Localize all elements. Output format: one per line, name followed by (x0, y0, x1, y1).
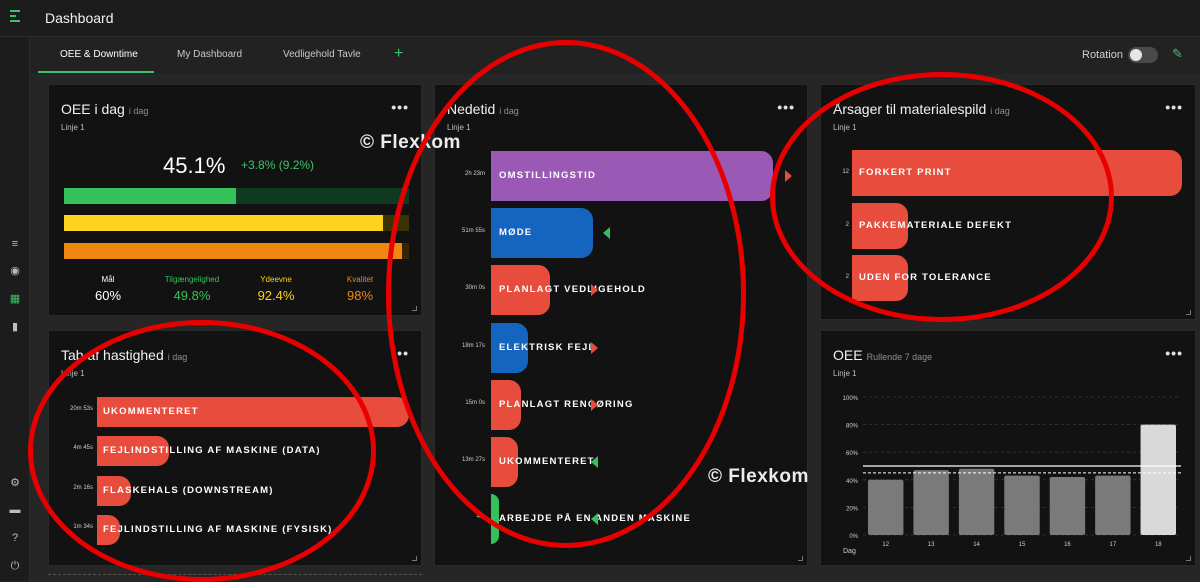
watermark-text: © Flexkom (708, 466, 809, 487)
toggle-knob (1130, 49, 1142, 61)
tab-oee-downtime[interactable]: OEE & Downtime (60, 49, 138, 60)
kpi-item: Ydeevne 92.4% (241, 275, 311, 303)
oee-column-bar (958, 468, 995, 535)
kpi-value: 49.8% (173, 288, 211, 303)
more-menu-button[interactable]: ••• (1165, 99, 1183, 115)
x-tick-label: 16 (1064, 542, 1071, 548)
tab-vedligehold-tavle[interactable]: Vedligehold Tavle (283, 49, 361, 60)
kpi-label: Tilgængelighed (164, 275, 220, 284)
card-title-text: OEE i dag (61, 101, 125, 117)
more-menu-button[interactable]: ••• (1165, 345, 1183, 361)
y-tick-label: 60% (846, 451, 859, 457)
y-tick-label: 80% (846, 424, 859, 430)
y-tick-label: 20% (846, 506, 859, 512)
x-axis-label: Dag (843, 548, 856, 555)
gear-icon[interactable]: ⚙ (10, 477, 20, 489)
bar-chart-icon[interactable]: ▮ (11, 321, 19, 333)
x-tick-label: 17 (1110, 542, 1117, 548)
active-tab-indicator (38, 71, 154, 73)
oee-column-bar (1140, 424, 1177, 535)
oee-delta: +3.8% (9.2%) (241, 158, 315, 172)
annotation-circle-waste (770, 72, 1114, 322)
menu-logo-icon[interactable] (10, 10, 24, 26)
reports-icon[interactable]: ≡ (11, 238, 19, 250)
oee-value: 45.1% (163, 153, 226, 178)
y-tick-label: 0% (849, 534, 858, 540)
x-tick-label: 18 (1155, 542, 1162, 548)
card-title: OEE Rullende 7 dage (833, 347, 932, 363)
more-menu-button[interactable]: ••• (777, 99, 795, 115)
kpi-label: Kvalitet (346, 275, 374, 284)
kpi-label: Mål (101, 275, 115, 284)
card-title: OEE i dag i dag (61, 101, 148, 117)
x-tick-label: 15 (1019, 542, 1026, 548)
add-tab-button[interactable]: + (394, 45, 404, 62)
help-icon[interactable]: ? (11, 532, 19, 544)
oee-bar-fill-tilgængelighed (64, 188, 236, 204)
chat-icon[interactable]: ▬ (9, 504, 21, 516)
oee-column-bar (1004, 475, 1040, 535)
oee-week-card: OEE Rullende 7 dage Linje 1 ••• 0% 20% 40% 6… (820, 330, 1196, 566)
card-period: Rullende 7 dage (866, 352, 933, 362)
card-period: i dag (128, 106, 149, 116)
y-tick-label: 40% (846, 479, 859, 485)
app-title: Dashboard (45, 10, 114, 26)
oee-bar-fill-ydeevne (64, 215, 383, 231)
tab-my-dashboard[interactable]: My Dashboard (177, 49, 243, 60)
card-subtitle: Linje 1 (833, 369, 857, 378)
card-title-text: OEE (833, 347, 863, 363)
kpi-item: Mål 60% (73, 275, 143, 303)
rotation-toggle[interactable] (1128, 47, 1158, 63)
x-tick-label: 14 (973, 542, 980, 548)
oee-bar-track (64, 215, 409, 231)
target-icon[interactable]: ◉ (10, 265, 20, 277)
resize-handle[interactable] (1186, 556, 1191, 561)
oee-bar-track (64, 188, 409, 204)
sidebar: ≡ ◉ ▦ ▮ ⚙ ▬ ? ⏻ (0, 37, 30, 581)
x-tick-label: 13 (928, 542, 935, 548)
kpi-value: 60% (94, 288, 122, 303)
annotation-circle-speed-loss (28, 320, 376, 582)
kpi-item: Kvalitet 98% (325, 275, 395, 303)
oee-column-bar (913, 470, 949, 535)
card-subtitle: Linje 1 (61, 123, 85, 132)
oee-bar-track (64, 243, 409, 259)
kpi-label: Ydeevne (260, 275, 292, 284)
resize-handle[interactable] (798, 556, 803, 561)
top-bar: Dashboard (0, 0, 1200, 37)
rotation-label: Rotation (1082, 49, 1123, 61)
dashboard-icon[interactable]: ▦ (9, 293, 21, 305)
edit-pencil-icon[interactable]: ✎ (1172, 46, 1183, 61)
resize-handle[interactable] (412, 556, 417, 561)
oee-week-chart: 0% 20% 40% 60% 80% 100% 12 13 14 15 16 17 18 Dag (843, 396, 1181, 555)
resize-handle[interactable] (1186, 310, 1191, 315)
kpi-item: Tilgængelighed 49.8% (157, 275, 227, 303)
oee-column-bar (1095, 475, 1131, 535)
oee-column-bar (1049, 477, 1086, 535)
oee-column-bar (867, 479, 904, 535)
more-menu-button[interactable]: ••• (391, 99, 409, 115)
y-tick-label: 100% (843, 396, 859, 402)
kpi-value: 98% (346, 288, 374, 303)
oee-bar-fill-kvalitet (64, 243, 403, 259)
x-tick-label: 12 (882, 542, 889, 548)
power-icon[interactable]: ⏻ (10, 560, 20, 572)
annotation-circle-downtime (386, 40, 746, 548)
oee-today-card: OEE i dag i dag Linje 1 ••• 45.1% +3.8% (… (48, 84, 422, 316)
kpi-value: 92.4% (257, 288, 295, 303)
